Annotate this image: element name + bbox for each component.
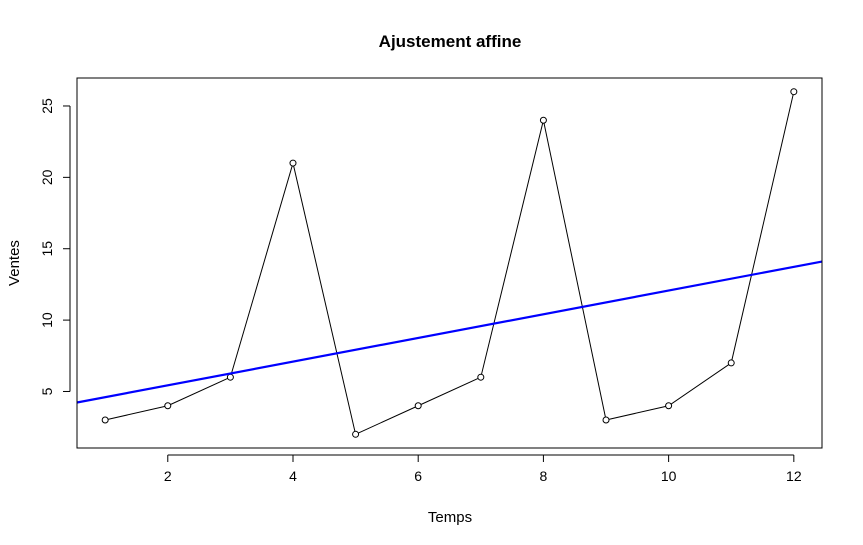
y-tick-label: 5 bbox=[39, 387, 55, 395]
y-tick-label: 25 bbox=[39, 98, 55, 114]
data-point bbox=[226, 373, 234, 381]
y-tick-label: 15 bbox=[39, 241, 55, 257]
x-tick-label: 12 bbox=[786, 468, 802, 484]
x-tick-label: 2 bbox=[164, 468, 172, 484]
y-axis-label: Ventes bbox=[6, 240, 23, 286]
data-point bbox=[727, 359, 735, 367]
x-axis-label: Temps bbox=[428, 509, 472, 526]
y-axis: 5 10 15 20 25 bbox=[39, 98, 71, 395]
x-tick-label: 4 bbox=[289, 468, 297, 484]
data-point bbox=[477, 373, 485, 381]
plot-area bbox=[76, 88, 823, 438]
data-point bbox=[164, 402, 172, 410]
y-tick-label: 20 bbox=[39, 169, 55, 185]
data-point bbox=[414, 402, 422, 410]
data-point bbox=[790, 88, 798, 96]
data-point bbox=[602, 416, 610, 424]
fit-line bbox=[76, 260, 823, 404]
data-point bbox=[289, 159, 297, 167]
x-tick-label: 8 bbox=[540, 468, 548, 484]
data-point bbox=[352, 430, 360, 438]
x-axis: 2 4 6 8 10 12 bbox=[164, 454, 802, 484]
y-tick-label: 10 bbox=[39, 312, 55, 328]
data-point bbox=[665, 402, 673, 410]
data-point bbox=[101, 416, 109, 424]
x-tick-label: 10 bbox=[661, 468, 677, 484]
data-point bbox=[539, 116, 547, 124]
series-line bbox=[105, 91, 795, 436]
x-tick-label: 6 bbox=[414, 468, 422, 484]
plot-frame bbox=[76, 77, 823, 449]
chart-title: Ajustement affine bbox=[379, 32, 522, 51]
